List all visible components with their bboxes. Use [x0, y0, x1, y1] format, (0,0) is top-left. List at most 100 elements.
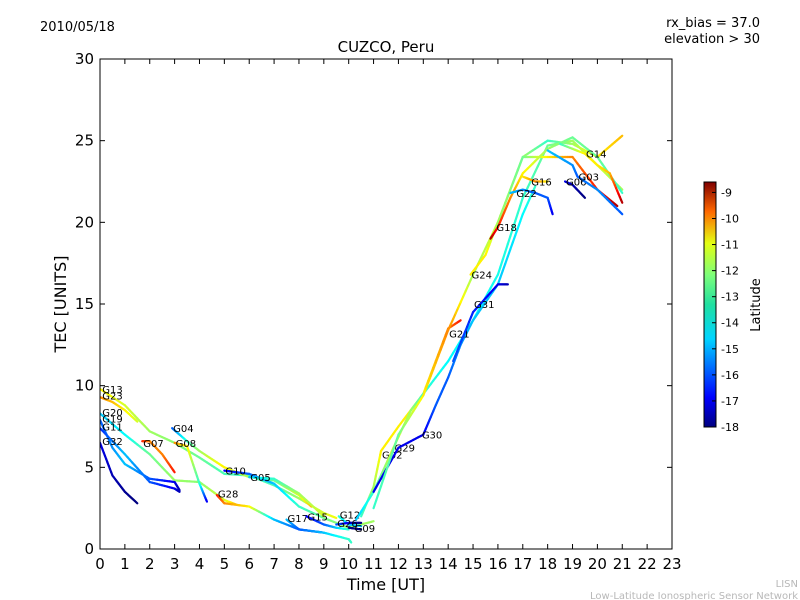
series-label-g18: G18: [496, 223, 516, 234]
series-segment: [511, 219, 517, 230]
footer-network: Low-Latitude Ionospheric Sensor Network: [590, 591, 798, 600]
series-segment: [374, 492, 380, 502]
x-tick-label: 15: [463, 555, 482, 573]
x-tick-label: 2: [145, 555, 155, 573]
series-segment: [614, 203, 619, 208]
series-segment: [424, 381, 430, 391]
series-segment: [134, 419, 139, 423]
series-label-g11: G11: [102, 423, 122, 434]
series-label-g30: G30: [422, 431, 442, 442]
colorbar-tick-label: -15: [721, 343, 739, 356]
x-tick-label: 8: [294, 555, 304, 573]
colorbar: [703, 181, 717, 428]
footer-lisn: LISN: [776, 579, 798, 590]
x-tick-label: 13: [414, 555, 433, 573]
series-segment: [504, 255, 509, 265]
series-g05: G05: [248, 473, 325, 518]
series-label-g07: G07: [143, 439, 163, 450]
colorbar-tick-label: -13: [721, 291, 739, 304]
x-tick-label: 3: [170, 555, 180, 573]
y-tick-label: 25: [75, 132, 94, 150]
x-tick-label: 9: [319, 555, 329, 573]
colorbar-label: Latitude: [749, 278, 764, 332]
colorbar-tick-label: -17: [721, 395, 739, 408]
series-g22: G22: [509, 188, 554, 216]
series-segment: [519, 196, 524, 207]
series-g23: G23: [100, 391, 139, 423]
series-label-g28: G28: [218, 489, 238, 500]
series-segment: [496, 276, 502, 286]
series-segment: [532, 185, 537, 191]
series-g15: G15: [305, 512, 350, 531]
x-tick-label: 20: [588, 555, 607, 573]
series-label-g22: G22: [516, 189, 536, 200]
rx-bias-label: rx_bias = 37.0: [666, 16, 760, 31]
series-label-g17: G17: [288, 514, 308, 525]
series-segment: [496, 265, 502, 276]
x-tick-label: 12: [389, 555, 408, 573]
colorbar-tick-label: -10: [721, 212, 739, 225]
series-segment: [496, 214, 502, 224]
x-tick-label: 5: [220, 555, 230, 573]
series-label-g13: G13: [102, 385, 122, 396]
series-segment: [379, 477, 385, 488]
series-segment: [437, 348, 442, 358]
x-tick-label: 17: [513, 555, 532, 573]
y-tick-label: 0: [84, 540, 94, 558]
series-segment: [516, 220, 522, 230]
series-segment: [427, 374, 432, 384]
series-segment: [506, 235, 512, 245]
series-segment: [618, 134, 624, 139]
series-g32: G32: [100, 437, 139, 505]
series-g07: G07: [141, 439, 176, 474]
colorbar-tick-label: -16: [721, 369, 739, 382]
series-segment: [618, 188, 624, 195]
series-segment: [516, 162, 522, 172]
series-label-g04: G04: [173, 424, 193, 435]
series-segment: [582, 195, 587, 199]
series-segment: [389, 448, 395, 458]
series-g17: G17: [285, 514, 353, 544]
series-segment: [369, 520, 375, 523]
y-tick-label: 20: [75, 213, 94, 231]
series-segment: [501, 262, 507, 272]
series-segment: [372, 499, 378, 510]
series-segment: [432, 361, 437, 371]
elevation-label: elevation > 30: [664, 32, 760, 47]
series-label-g19: G19: [102, 414, 122, 425]
series-segment: [504, 242, 509, 253]
series-label-g26: G26: [337, 519, 357, 530]
series-g26: G26: [335, 519, 363, 530]
series-segment: [519, 155, 524, 165]
colorbar-tick-label: -9: [721, 186, 732, 199]
y-tick-label: 30: [75, 50, 94, 68]
series-g29: G29: [355, 139, 624, 521]
series-segment: [394, 433, 400, 444]
series-segment: [618, 186, 624, 191]
series-g30: G30: [372, 185, 537, 493]
series-segment: [511, 234, 517, 244]
y-tick-label: 15: [75, 295, 94, 313]
series-segment: [619, 198, 624, 204]
y-tick-label: 10: [75, 377, 94, 395]
x-tick-label: 7: [269, 555, 279, 573]
x-tick-label: 4: [195, 555, 205, 573]
series-segment: [509, 182, 514, 191]
series-label-g20: G20: [102, 408, 122, 419]
series-g03: G03: [546, 149, 624, 216]
y-axis-label: TEC [UNITS]: [51, 256, 70, 354]
ticks-layer: 0 1 2 3 4 5 6 7 8 9 10 11 12 13 14 15 16 17 18 19 20 21 22 2305…: [75, 50, 682, 573]
series-segment: [377, 485, 383, 495]
series-label-g06: G06: [566, 178, 586, 189]
series-segment: [439, 342, 445, 351]
series-segment: [320, 512, 325, 518]
series-segment: [501, 201, 507, 211]
series-segment: [392, 440, 398, 451]
series-label-g31: G31: [474, 300, 494, 311]
series-label-g15: G15: [307, 512, 327, 523]
series-segment: [444, 329, 450, 338]
date-label: 2010/05/18: [40, 20, 115, 35]
series-g06: G06: [563, 178, 587, 199]
series-label-g03: G03: [578, 173, 598, 184]
